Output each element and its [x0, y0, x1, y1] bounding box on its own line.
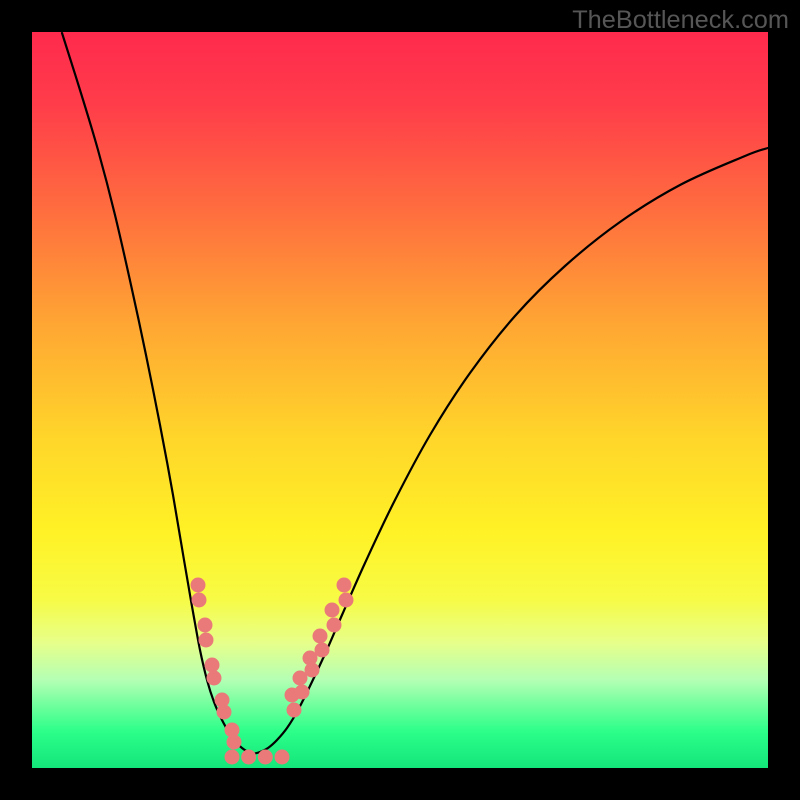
plot-area [32, 32, 768, 768]
marker-left [217, 705, 231, 719]
marker-bottom [275, 750, 289, 764]
marker-left [191, 578, 205, 592]
marker-right [337, 578, 351, 592]
marker-left [207, 671, 221, 685]
marker-left [198, 618, 212, 632]
marker-right [327, 618, 341, 632]
marker-bottom [258, 750, 272, 764]
marker-left [199, 633, 213, 647]
marker-left [227, 735, 241, 749]
marker-right [315, 643, 329, 657]
curve-left-branch [62, 33, 253, 754]
marker-right [313, 629, 327, 643]
marker-right [295, 685, 309, 699]
curve-right-branch [253, 148, 768, 754]
marker-right [305, 663, 319, 677]
marker-right [325, 603, 339, 617]
marker-right [339, 593, 353, 607]
watermark-text: TheBottleneck.com [572, 6, 789, 35]
curve-layer [32, 32, 768, 768]
marker-bottom [225, 750, 239, 764]
chart-stage: TheBottleneck.com [0, 0, 800, 800]
marker-left [192, 593, 206, 607]
marker-right [293, 671, 307, 685]
marker-right [287, 703, 301, 717]
marker-bottom [242, 750, 256, 764]
marker-left [205, 658, 219, 672]
